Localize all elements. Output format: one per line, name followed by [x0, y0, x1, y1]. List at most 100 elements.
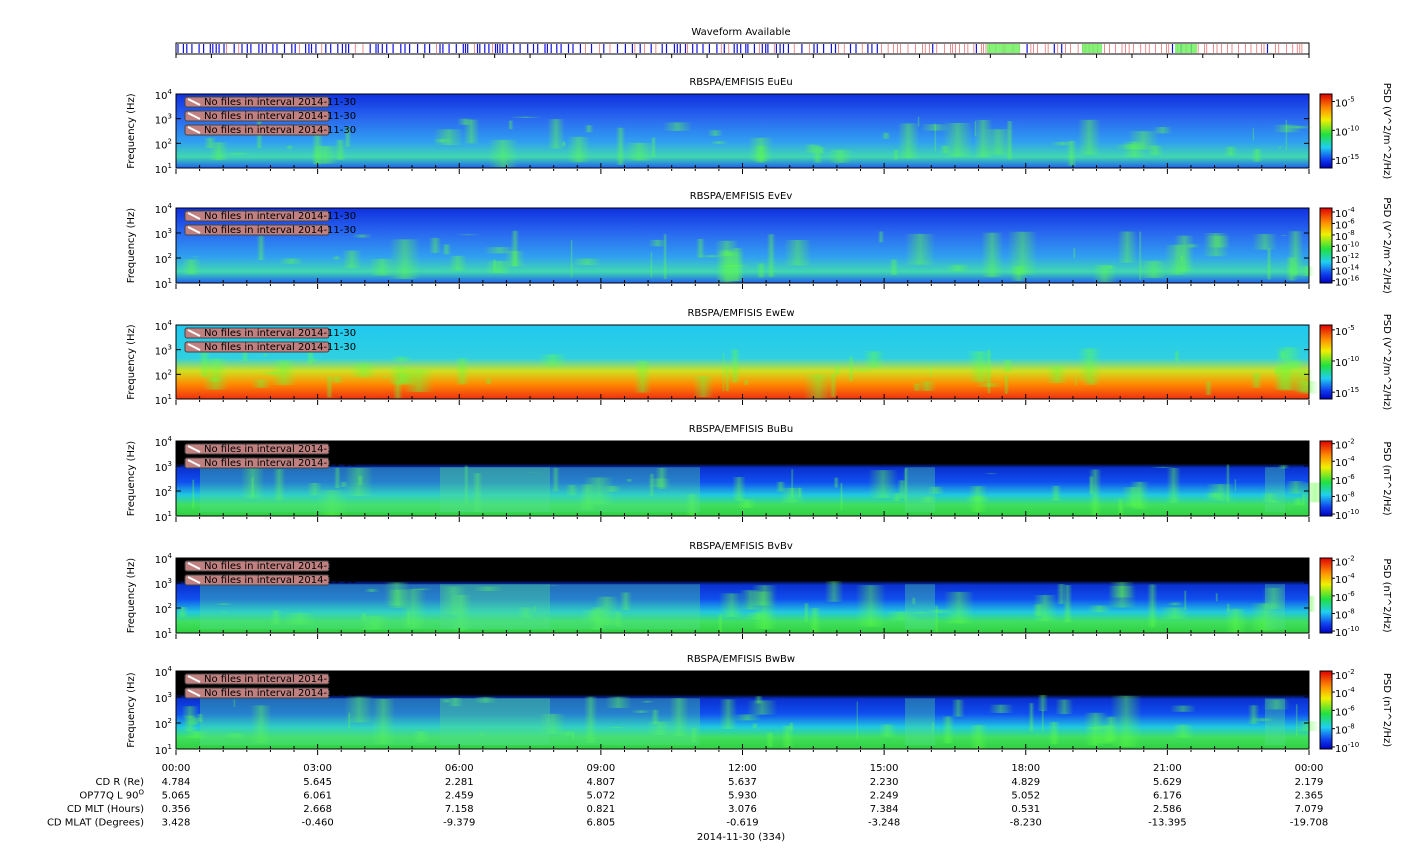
colorbar-tick-label-base: 10 — [1335, 99, 1348, 110]
colorbar-tick-label-base: 10 — [1335, 327, 1348, 338]
spectrogram-texture — [840, 483, 843, 510]
colorbar-tick-label-exp: -5 — [1348, 96, 1355, 104]
spectrogram-texture — [756, 264, 766, 278]
y-tick-label-base: 10 — [155, 322, 168, 333]
colorbar-tick-label-exp: -4 — [1348, 572, 1356, 580]
spectrogram-texture — [1033, 595, 1057, 621]
spectrogram-texture — [879, 725, 897, 737]
spectrogram-feature — [440, 698, 550, 745]
ephemeris-value: 5.072 — [587, 791, 616, 802]
spectrogram-texture — [1215, 593, 1218, 601]
spectrogram-texture — [1283, 126, 1315, 128]
y-tick-label-exp: 1 — [168, 510, 172, 518]
colorbar-tick-label: 10-6 — [1335, 473, 1355, 487]
ephemeris-value: 6.805 — [587, 818, 616, 829]
spectrogram-texture — [968, 486, 987, 512]
ephemeris-value: 2.365 — [1295, 791, 1324, 802]
y-tick-label-base: 10 — [155, 438, 168, 449]
colorbar-tick-label-exp: -10 — [1348, 741, 1359, 749]
colorbar-tick-label-exp: -10 — [1348, 508, 1359, 516]
y-tick-label-base: 10 — [155, 605, 168, 616]
spectrogram-texture — [784, 240, 811, 266]
colorbar-tick-label: 10-4 — [1335, 686, 1355, 700]
y-tick-label: 103 — [155, 691, 172, 705]
spectrogram-texture — [1117, 499, 1124, 516]
spectrogram-texture — [898, 123, 920, 158]
spectrogram-texture — [1224, 147, 1238, 156]
spectrogram-texture — [260, 372, 285, 375]
panel-title: RBSPA/EMFISIS BwBw — [687, 654, 795, 665]
spectrogram-texture — [944, 592, 974, 624]
spectrogram-texture — [818, 147, 826, 153]
y-axis-label: Frequency (Hz) — [126, 93, 137, 169]
ephemeris-value: 3.428 — [162, 818, 191, 829]
spectrogram-texture — [984, 473, 999, 474]
spectrogram-texture — [733, 714, 762, 720]
colorbar-tick-label-base: 10 — [1335, 358, 1348, 369]
ephemeris-label: CD R (Re) — [96, 777, 145, 788]
spectrogram-texture — [934, 606, 938, 633]
ephemeris-value: 2.586 — [1153, 804, 1182, 815]
colorbar-tick-label-base: 10 — [1335, 689, 1348, 700]
colorbar-tick-label-base: 10 — [1335, 671, 1348, 682]
spectrogram-texture — [306, 352, 315, 365]
y-tick-label-base: 10 — [155, 396, 168, 407]
spectrogram-texture — [206, 377, 223, 381]
annotation: No files in interval 2014-11-30 — [204, 211, 356, 222]
colorbar-tick-label: 10-10 — [1335, 124, 1359, 138]
spectrogram-texture — [1046, 366, 1068, 383]
colorbar-tick-label-base: 10 — [1335, 744, 1348, 755]
y-tick-label-exp: 4 — [168, 665, 173, 673]
y-tick-label-exp: 3 — [168, 460, 172, 468]
colorbar-tick-label-base: 10 — [1335, 389, 1348, 400]
y-tick-label-exp: 2 — [168, 252, 172, 260]
y-tick-label-base: 10 — [155, 230, 168, 241]
colorbar-tick-label-base: 10 — [1335, 476, 1348, 487]
colorbar — [1320, 325, 1332, 399]
x-tick-label: 00:00 — [1295, 763, 1324, 774]
annotation: No files in interval 2014-11-30 — [204, 125, 356, 136]
y-tick-label-exp: 1 — [168, 393, 172, 401]
spectrogram-texture — [856, 585, 886, 627]
y-tick-label-base: 10 — [155, 347, 168, 358]
spectrogram-texture — [1288, 231, 1304, 275]
colorbar-tick-label: 10-2 — [1335, 438, 1355, 452]
y-tick-label: 103 — [155, 577, 172, 591]
spectrogram-texture — [485, 261, 511, 273]
spectrogram-texture — [279, 258, 303, 263]
ephemeris-value: 6.061 — [303, 791, 332, 802]
spectrogram-texture — [1174, 236, 1194, 272]
spectrogram-texture — [1167, 603, 1184, 606]
panel-title: RBSPA/EMFISIS EuEu — [689, 77, 792, 88]
spectrogram-texture — [803, 374, 833, 398]
colorbar-label: PSD (V^2/m^2/Hz) — [1381, 197, 1392, 294]
y-tick-label-base: 10 — [155, 463, 168, 474]
y-tick-label-base: 10 — [155, 140, 168, 151]
spectrogram-texture — [1280, 235, 1287, 236]
spectrogram-texture — [485, 378, 492, 384]
ephemeris-value: -13.395 — [1148, 818, 1187, 829]
spectrogram-texture — [722, 354, 724, 392]
panel-title: RBSPA/EMFISIS EwEw — [687, 308, 794, 319]
spectrogram-texture — [342, 251, 361, 269]
spectrogram-texture — [1108, 586, 1137, 608]
spectrogram-texture — [1167, 468, 1181, 503]
colorbar-tick-label-base: 10 — [1335, 593, 1348, 604]
spectrogram-texture — [893, 493, 902, 501]
y-axis-label: Frequency (Hz) — [126, 558, 137, 634]
spectrogram-texture — [1117, 232, 1137, 263]
spectrogram-texture — [1307, 596, 1316, 612]
spectrogram-texture — [457, 119, 474, 125]
spectrogram-texture — [725, 365, 730, 392]
spectrogram-texture — [1252, 149, 1263, 162]
spectrogram-texture — [1048, 722, 1060, 744]
y-axis-label: Frequency (Hz) — [126, 672, 137, 748]
spectrogram-texture — [1078, 120, 1101, 155]
colorbar-tick-label: 10-8 — [1335, 723, 1355, 737]
spectrogram-texture — [1075, 376, 1078, 386]
spectrogram-texture — [1038, 695, 1049, 711]
y-tick-label-base: 10 — [155, 668, 168, 679]
ephemeris-value: 4.784 — [162, 777, 191, 788]
y-tick-label-exp: 1 — [168, 162, 172, 170]
spectrogram-texture — [804, 603, 810, 621]
